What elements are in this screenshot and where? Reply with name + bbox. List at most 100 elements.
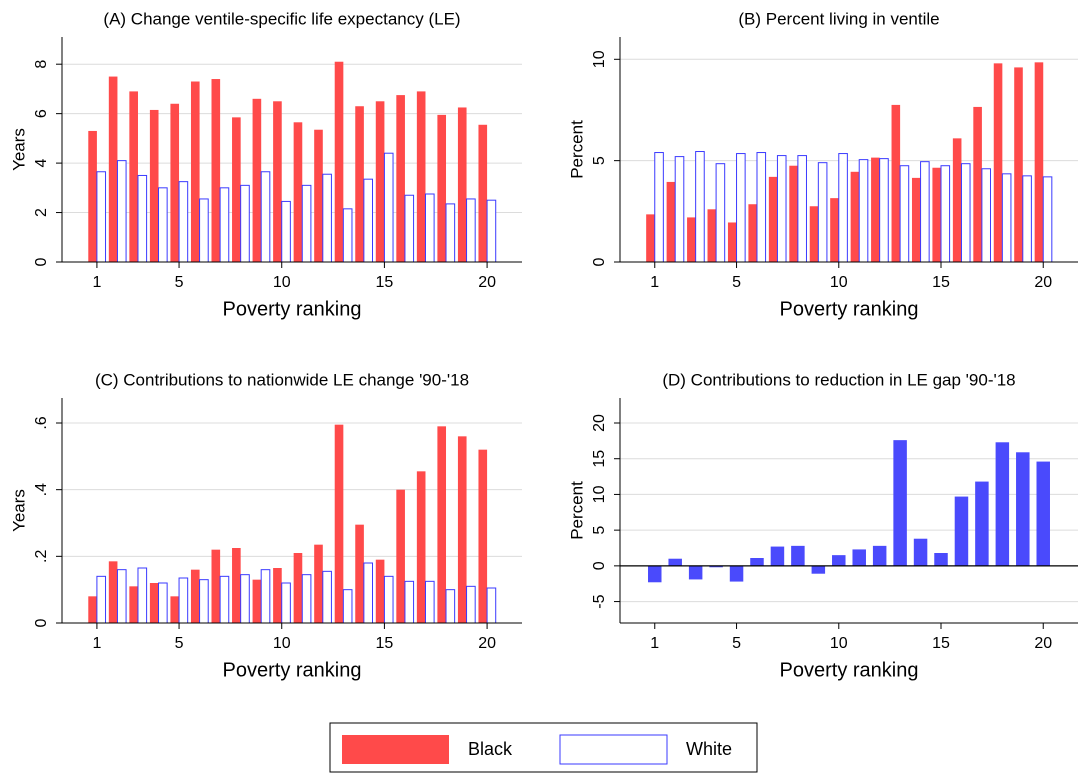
bar: [832, 555, 846, 566]
x-tick-label: 10: [273, 274, 291, 291]
bar: [281, 200, 291, 263]
bar: [478, 449, 488, 623]
bar: [954, 496, 969, 566]
bar: [920, 161, 930, 263]
bar: [1001, 173, 1012, 263]
x-tick-label: 1: [92, 274, 101, 291]
bar: [486, 587, 497, 624]
bar: [178, 577, 189, 624]
bar: [789, 165, 798, 262]
bar: [960, 163, 971, 263]
x-tick-label: 10: [830, 274, 848, 291]
bar: [952, 138, 962, 262]
bar: [404, 194, 415, 263]
bar: [116, 569, 127, 624]
y-tick-label: 6: [33, 109, 50, 118]
bar: [137, 174, 148, 263]
bar: [96, 171, 107, 263]
panel-title: (D) Contributions to reduction in LE gap…: [662, 370, 1015, 389]
bar: [729, 565, 744, 582]
x-tick-label: 20: [1034, 274, 1052, 291]
bar: [149, 583, 159, 623]
y-tick-label: 2: [33, 208, 50, 217]
bar: [314, 544, 323, 623]
x-tick-label: 20: [478, 274, 496, 291]
bar: [457, 107, 467, 262]
bar: [158, 187, 168, 263]
bar: [674, 156, 685, 263]
x-tick-label: 1: [650, 635, 659, 652]
bar: [1022, 175, 1032, 263]
bar: [940, 165, 951, 263]
y-tick-label: -5: [591, 594, 608, 608]
bar: [88, 130, 97, 262]
x-tick-label: 15: [376, 635, 394, 652]
y-tick-label: 10: [591, 50, 608, 68]
bar: [363, 178, 373, 263]
bar: [240, 574, 250, 624]
bar: [240, 184, 250, 263]
bar: [129, 586, 138, 623]
y-tick-label: 0: [591, 561, 608, 570]
x-tick-label: 5: [732, 274, 741, 291]
bar: [260, 569, 271, 624]
bar: [457, 436, 467, 623]
bar: [466, 585, 476, 624]
bar: [666, 181, 676, 262]
y-tick-label: 20: [591, 414, 608, 432]
bar: [170, 103, 180, 262]
bar: [416, 471, 426, 623]
y-axis-label: Years: [9, 128, 28, 171]
x-tick-label: 15: [376, 274, 394, 291]
x-tick-label: 15: [932, 635, 950, 652]
bar: [486, 199, 497, 263]
y-tick-label: .6: [33, 416, 50, 429]
panel-title: (B) Percent living in ventile: [738, 9, 939, 28]
bar: [252, 98, 262, 262]
bar: [375, 101, 385, 263]
bar: [707, 209, 717, 262]
bar: [646, 214, 655, 262]
bar: [416, 91, 426, 263]
bar: [756, 152, 767, 263]
y-tick-label: 5: [591, 156, 608, 165]
bar: [108, 561, 118, 623]
bar: [709, 565, 723, 568]
bar: [770, 546, 785, 566]
bar: [768, 176, 778, 262]
bar: [893, 440, 907, 566]
bar: [211, 549, 221, 623]
bar: [190, 569, 200, 623]
bar: [342, 589, 353, 624]
bar: [654, 152, 664, 263]
x-axis-label: Poverty ranking: [223, 659, 362, 681]
bar: [830, 198, 839, 262]
y-tick-label: 0: [591, 257, 608, 266]
x-tick-label: 10: [830, 635, 848, 652]
bar: [232, 117, 241, 262]
bar: [797, 155, 807, 263]
bar: [838, 153, 848, 263]
bar: [776, 155, 787, 263]
bar: [445, 589, 456, 624]
bar: [466, 198, 476, 263]
bar: [879, 158, 889, 263]
bar: [355, 524, 364, 623]
bar: [811, 565, 826, 574]
bar: [858, 159, 869, 263]
legend-label: White: [686, 739, 732, 759]
y-tick-label: 8: [33, 60, 50, 69]
bar: [293, 553, 303, 623]
bar: [668, 558, 682, 566]
bar: [1014, 67, 1023, 263]
y-tick-label: 5: [591, 526, 608, 535]
bar: [252, 579, 262, 623]
bar: [932, 167, 942, 262]
bar: [396, 489, 405, 623]
bar: [293, 122, 303, 262]
bar: [1036, 461, 1050, 566]
x-tick-label: 5: [175, 635, 184, 652]
bar: [852, 549, 866, 566]
bar: [149, 109, 159, 262]
bar: [850, 171, 860, 262]
